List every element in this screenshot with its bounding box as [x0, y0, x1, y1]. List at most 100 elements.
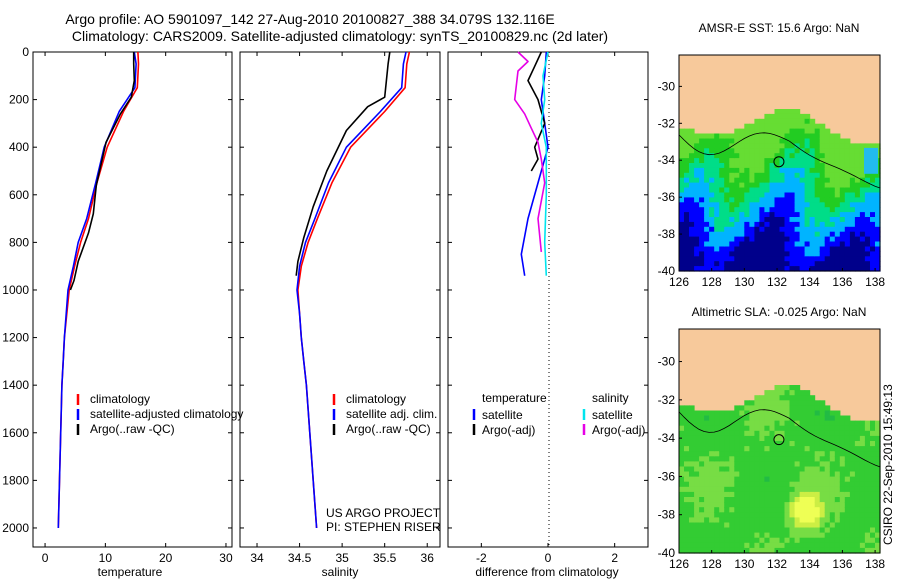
sla-data-cell [719, 527, 725, 534]
sla-data-cell [734, 461, 740, 468]
sst-data-cell [699, 212, 705, 218]
sst-data-cell [679, 148, 685, 154]
sla-data-cell [724, 461, 730, 468]
sst-data-cell [699, 133, 705, 139]
sla-data-cell [829, 491, 836, 498]
sst-data-cell [834, 167, 841, 174]
sst-data-cell [794, 251, 801, 257]
sla-data-cell [854, 507, 861, 513]
sla-data-cell [759, 527, 765, 534]
sst-data-cell [699, 172, 705, 179]
sla-data-cell [744, 497, 750, 503]
sla-data-cell [774, 410, 781, 417]
sla-data-cell [759, 532, 765, 539]
sst-data-cell [704, 182, 710, 189]
sla-data-cell [759, 415, 765, 422]
sla-data-cell [779, 527, 786, 534]
sla-data-cell [754, 507, 760, 513]
sst-data-cell [804, 163, 811, 169]
sla-data-cell [804, 415, 811, 422]
sst-lat-tick-label: -40 [658, 264, 676, 278]
sla-data-cell [799, 502, 806, 508]
sst-data-cell [684, 231, 690, 238]
sst-data-cell [694, 163, 700, 169]
sst-data-cell [769, 212, 776, 218]
sst-data-cell [744, 133, 750, 139]
salinity-axis-label: salinity [322, 565, 359, 579]
sla-data-cell [719, 497, 725, 503]
sst-data-cell [689, 153, 695, 159]
sla-data-cell [684, 420, 690, 427]
sst-data-cell [744, 177, 750, 184]
sla-data-cell [694, 456, 700, 462]
sla-data-cell [749, 476, 755, 483]
sla-data-cell [814, 466, 821, 473]
sst-data-cell [684, 241, 690, 247]
sst-data-cell [824, 226, 831, 233]
sst-data-cell [729, 212, 735, 218]
sla-data-cell [744, 451, 750, 457]
sla-data-cell [784, 410, 791, 417]
sst-data-cell [809, 202, 816, 208]
sst-data-cell [834, 251, 841, 257]
sla-lon-tick-label: 126 [669, 557, 689, 571]
sla-data-cell [734, 405, 740, 412]
sst-data-cell [834, 138, 841, 144]
sla-data-cell [859, 522, 866, 529]
difference-axes-frame [447, 51, 649, 548]
sla-data-cell [799, 405, 806, 412]
sst-map-title: AMSR-E SST: 15.6 Argo: NaN [699, 21, 860, 35]
sla-data-cell [684, 451, 690, 457]
sst-data-cell [684, 226, 690, 233]
sla-data-cell [679, 415, 685, 422]
sst-data-cell [764, 123, 770, 130]
sst-data-cell [729, 163, 735, 169]
sst-data-cell [709, 226, 715, 233]
sst-data-cell [854, 241, 861, 247]
sst-data-cell [769, 113, 776, 120]
sst-data-cell [870, 212, 876, 218]
sst-data-cell [839, 261, 846, 267]
sst-data-cell [704, 167, 710, 174]
sla-data-cell [824, 471, 831, 478]
sla-data-cell [834, 430, 841, 437]
sst-data-cell [679, 167, 685, 174]
sst-data-cell [759, 217, 765, 223]
sla-data-cell [844, 435, 851, 442]
sst-data-cell [764, 261, 770, 267]
sla-data-cell [774, 390, 781, 396]
sla-data-cell [819, 446, 826, 452]
sst-data-cell [784, 143, 791, 149]
sst-data-cell [789, 167, 796, 174]
sla-data-cell [870, 512, 876, 518]
sla-data-cell [744, 446, 750, 452]
sla-data-cell [829, 502, 836, 508]
sst-data-cell [789, 217, 796, 223]
sst-data-cell [849, 251, 856, 257]
sst-data-cell [849, 192, 856, 198]
sst-bathymetry-contour [678, 132, 881, 189]
sla-data-cell [819, 481, 826, 488]
sla-data-cell [859, 435, 866, 442]
sla-data-cell [870, 481, 876, 488]
sla-data-cell [744, 456, 750, 462]
sla-data-cell [779, 390, 786, 396]
sla-data-cell [724, 547, 730, 554]
sla-data-cell [819, 507, 826, 513]
sla-data-cell [759, 507, 765, 513]
sla-data-cell [684, 497, 690, 503]
sla-data-cell [709, 435, 715, 442]
sla-data-cell [734, 425, 740, 432]
sst-data-cell [799, 163, 806, 169]
sla-data-cell [809, 537, 816, 544]
sst-data-cell [859, 172, 866, 179]
sst-data-cell [744, 207, 750, 213]
sla-data-cell [684, 461, 690, 468]
sst-data-cell [789, 148, 796, 154]
sla-data-cell [764, 547, 770, 554]
sla-data-cell [729, 425, 735, 432]
sst-data-cell [824, 246, 831, 252]
sla-data-cell [870, 497, 876, 503]
sst-data-cell [834, 192, 841, 198]
sst-data-cell [739, 192, 745, 198]
